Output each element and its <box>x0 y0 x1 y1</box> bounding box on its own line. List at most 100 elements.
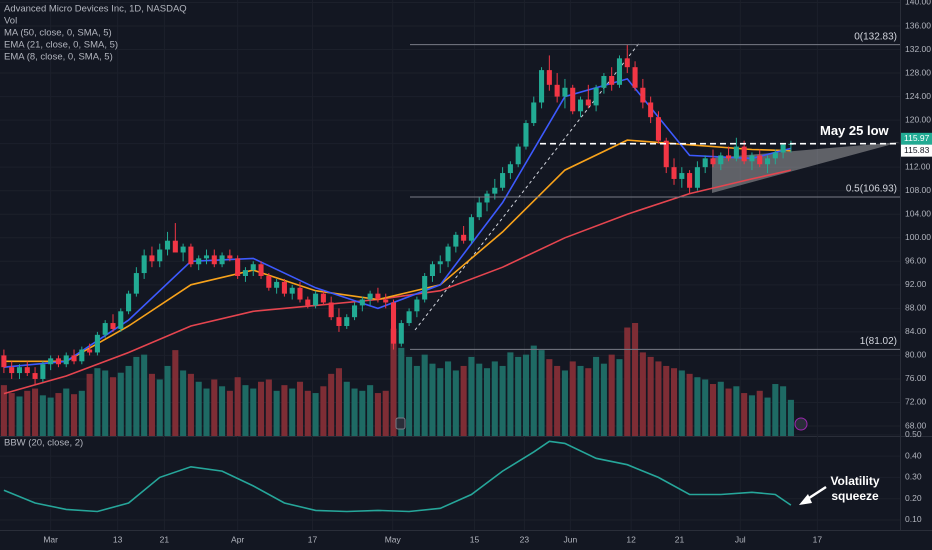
y-tick-label: 72.00 <box>905 397 927 407</box>
candle-body <box>780 144 786 153</box>
candle-body <box>71 355 77 362</box>
volume-bar <box>702 379 709 436</box>
x-tick-label: 21 <box>160 534 170 544</box>
volume-bar <box>709 384 717 436</box>
volume-bar <box>780 386 787 436</box>
candle-body <box>546 70 552 85</box>
candle-body <box>749 155 755 162</box>
candle-body <box>593 87 599 106</box>
candle-body <box>320 293 326 303</box>
candle-body <box>539 70 545 103</box>
candle-body <box>258 264 264 276</box>
candle-body <box>40 364 46 379</box>
candle-body <box>367 293 373 300</box>
candle-body <box>570 87 576 112</box>
candle-body <box>640 87 646 103</box>
candle-body <box>281 281 287 294</box>
y-tick-label: 112.00 <box>905 161 931 171</box>
y-tick-label: 104.00 <box>905 208 931 218</box>
candle-body <box>344 317 350 326</box>
y-tick-label: 136.00 <box>905 20 931 30</box>
volume-bar <box>265 379 272 436</box>
legend-entry: EMA (21, close, 0, SMA, 5) <box>4 40 118 51</box>
legend-entry: EMA (8, close, 0, SMA, 5) <box>4 52 113 63</box>
volume-bar <box>577 365 584 436</box>
candle-body <box>507 164 513 174</box>
volume-bar <box>764 397 771 436</box>
price-label: 115.97 <box>904 133 930 143</box>
volume-bar <box>203 388 210 436</box>
candle-body <box>772 152 778 159</box>
volume-bar <box>546 359 553 436</box>
x-tick-label: 13 <box>113 534 123 544</box>
price-label-box <box>901 144 932 157</box>
volume-bar <box>608 354 615 436</box>
legend-entry: MA (50, close, 0, SMA, 5) <box>4 28 112 39</box>
volume-bar <box>8 393 15 436</box>
volume-bar <box>413 365 420 436</box>
x-tick-label: 17 <box>308 534 318 544</box>
volume-bar <box>0 385 7 436</box>
icons <box>395 417 808 431</box>
candle-body <box>328 302 334 318</box>
legend-title: Advanced Micro Devices Inc, 1D, NASDAQ <box>4 4 187 15</box>
fib-label: 0(132.83) <box>854 31 897 42</box>
y-tick-label: 124.00 <box>905 91 931 101</box>
volume-bar <box>663 365 670 436</box>
candle-body <box>110 323 116 329</box>
x-tick-label: 23 <box>520 534 530 544</box>
candle-body <box>484 193 490 203</box>
candle-body <box>211 255 217 265</box>
fib-label: 1(81.02) <box>860 336 897 347</box>
annotation: Volatility <box>830 474 879 488</box>
volume-bar <box>756 390 763 436</box>
candle-body <box>609 76 615 85</box>
volume <box>0 323 794 436</box>
volume-bar <box>219 386 226 436</box>
candle-body <box>453 234 459 247</box>
volume-bar <box>148 373 155 436</box>
volume-bar <box>733 386 740 436</box>
candle-body <box>266 276 272 288</box>
volume-bar <box>195 381 202 436</box>
volume-bar <box>554 365 561 436</box>
volume-bar <box>561 370 568 436</box>
volume-bar <box>172 350 179 436</box>
volume-bar <box>678 370 685 436</box>
y-tick-label: 108.00 <box>905 185 931 195</box>
y-tick-label: 128.00 <box>905 67 931 77</box>
y-tick-label: 0.20 <box>905 493 922 503</box>
x-tick-label: Mar <box>43 534 58 544</box>
price-label: 115.83 <box>904 145 930 155</box>
volume-bar <box>109 377 117 436</box>
y-tick-label: 80.00 <box>905 350 927 360</box>
candle-body <box>55 358 61 365</box>
y-tick-label: 100.00 <box>905 232 931 242</box>
candle-body <box>515 146 521 165</box>
candle-body <box>492 187 498 194</box>
candle-body <box>359 299 365 306</box>
x-tick-label: Jul <box>735 534 746 544</box>
volume-bar <box>787 399 794 436</box>
candle-body <box>1 355 7 368</box>
candle-body <box>79 349 85 362</box>
volume-bar <box>187 373 194 436</box>
volume-bar <box>639 352 646 436</box>
volume-bar <box>86 373 93 436</box>
volume-bar <box>70 394 78 436</box>
volume-bar <box>226 390 233 436</box>
volume-bar <box>437 368 444 436</box>
volume-bar <box>655 361 662 436</box>
candle-body <box>468 217 474 241</box>
volume-bar <box>180 370 187 436</box>
candle-body <box>663 140 669 168</box>
volume-bar <box>515 356 522 436</box>
y-tick-label: 120.00 <box>905 114 931 124</box>
volume-bar <box>16 396 23 436</box>
candle-body <box>24 367 30 374</box>
volume-bar <box>772 384 779 436</box>
candle-body <box>445 246 451 262</box>
candle-body <box>141 255 147 274</box>
volume-bar <box>483 368 491 436</box>
candle-body <box>219 255 225 265</box>
